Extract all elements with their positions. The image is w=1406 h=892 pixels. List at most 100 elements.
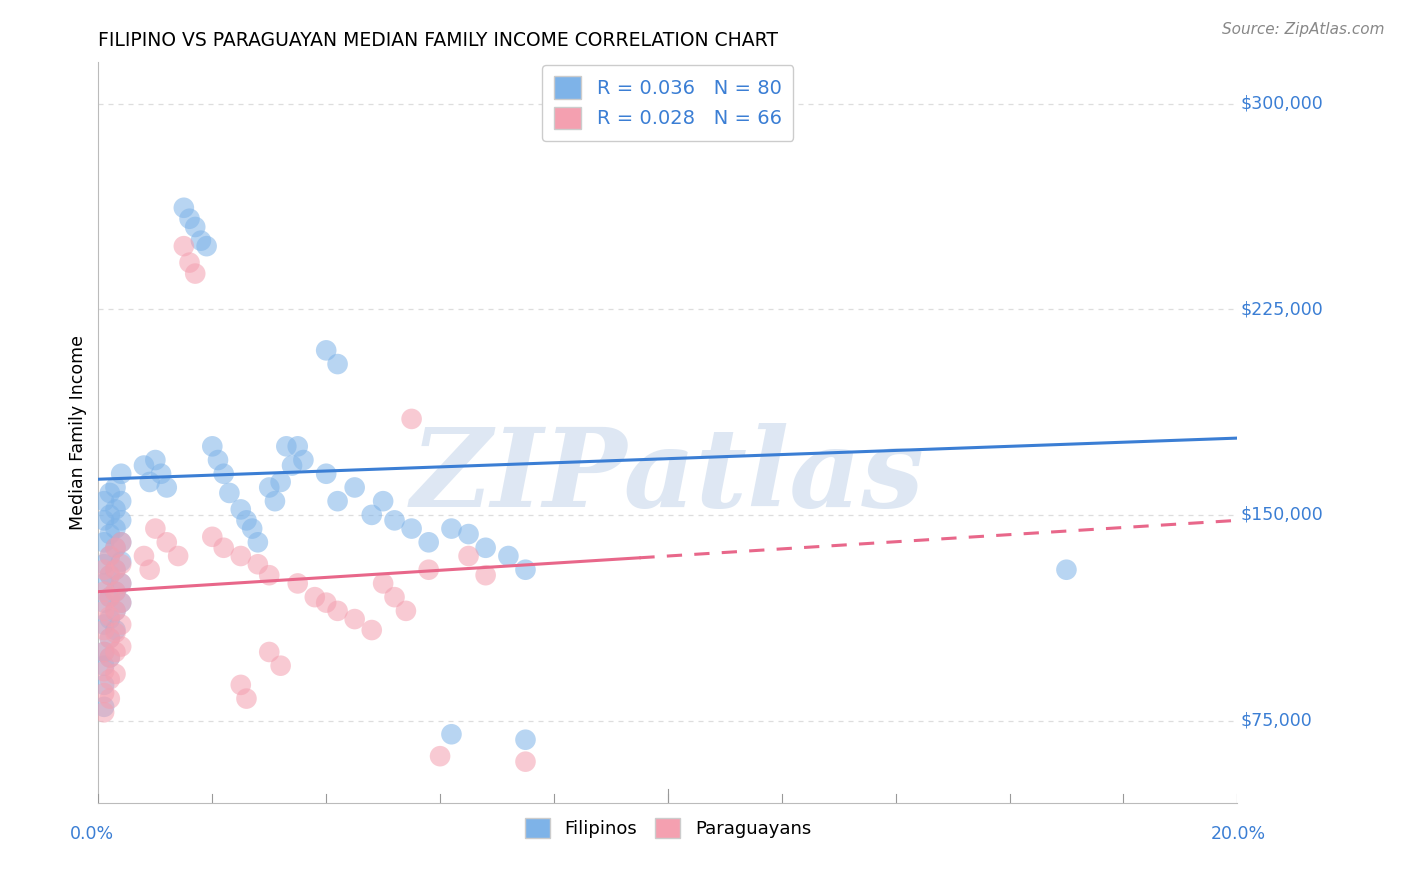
Point [515,732,537,747]
Point [384,513,406,527]
Point [184,267,207,281]
Text: Source: ZipAtlas.com: Source: ZipAtlas.com [1222,22,1385,37]
Point [93,584,115,599]
Point [270,475,292,489]
Point [104,584,127,599]
Point [104,623,127,637]
Point [93,699,115,714]
Point [93,645,115,659]
Point [104,541,127,555]
Point [229,502,252,516]
Point [201,530,224,544]
Point [110,494,132,508]
Point [229,549,252,563]
Point [207,453,229,467]
Point [515,755,537,769]
Point [373,494,395,508]
Point [287,439,309,453]
Point [195,239,218,253]
Point [401,522,423,536]
Point [110,576,132,591]
Text: ZIPatlas: ZIPatlas [411,424,925,531]
Point [98,650,121,665]
Point [93,706,115,720]
Point [93,623,115,637]
Point [343,612,366,626]
Point [98,549,121,563]
Point [145,522,167,536]
Point [104,584,127,599]
Point [304,590,326,604]
Point [110,535,132,549]
Point [98,590,121,604]
Point [98,632,121,646]
Point [110,617,132,632]
Point [184,219,207,234]
Point [498,549,520,563]
Point [98,508,121,522]
Point [104,625,127,640]
Point [360,508,382,522]
Point [104,563,127,577]
Point [167,549,190,563]
Point [395,604,418,618]
Point [190,234,212,248]
Point [98,650,121,665]
Point [179,255,201,269]
Point [276,439,298,453]
Point [98,568,121,582]
Point [93,658,115,673]
Point [212,541,235,555]
Point [132,549,155,563]
Point [110,596,132,610]
Point [93,576,115,591]
Point [110,513,132,527]
Point [93,617,115,632]
Text: $225,000: $225,000 [1240,301,1323,318]
Point [93,558,115,572]
Point [343,480,366,494]
Point [259,645,281,659]
Point [98,612,121,626]
Point [138,475,160,489]
Point [1056,563,1078,577]
Point [150,467,173,481]
Y-axis label: Median Family Income: Median Family Income [69,335,87,530]
Point [98,549,121,563]
Point [104,604,127,618]
Point [104,645,127,659]
Point [240,522,263,536]
Point [179,211,201,226]
Point [401,412,423,426]
Point [212,467,235,481]
Point [326,357,349,371]
Point [246,558,269,572]
Point [98,673,121,687]
Point [93,596,115,610]
Point [98,632,121,646]
Point [110,640,132,654]
Point [315,343,337,358]
Text: $150,000: $150,000 [1240,506,1323,524]
Point [156,535,179,549]
Point [110,467,132,481]
Point [173,239,195,253]
Point [287,576,309,591]
Point [440,522,463,536]
Point [229,678,252,692]
Point [93,563,115,577]
Point [264,494,287,508]
Point [98,590,121,604]
Point [93,664,115,678]
Point [93,604,115,618]
Point [360,623,382,637]
Point [104,541,127,555]
Point [98,568,121,582]
Point [429,749,451,764]
Point [440,727,463,741]
Text: $300,000: $300,000 [1240,95,1323,112]
Point [246,535,269,549]
Point [281,458,304,473]
Point [104,480,127,494]
Point [110,596,132,610]
